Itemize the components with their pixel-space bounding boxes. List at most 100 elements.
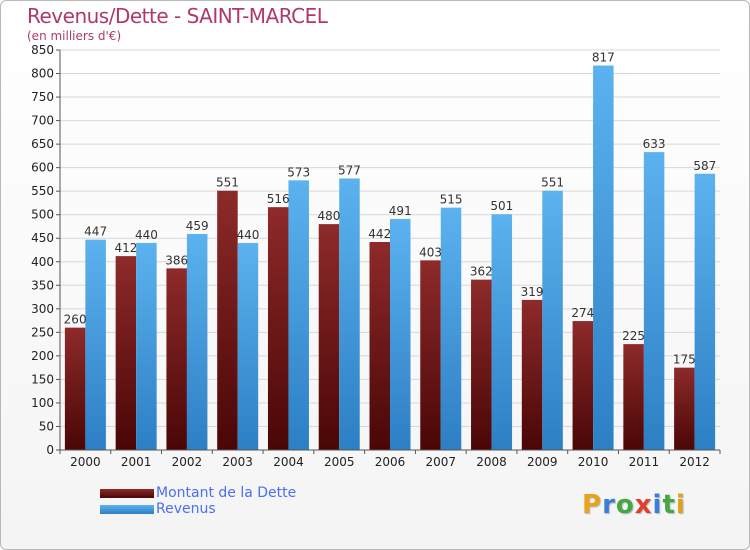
chart-title: Revenus/Dette - SAINT-MARCEL [27, 4, 328, 28]
y-tick-label: 200 [31, 349, 54, 363]
x-tick-label: 2003 [222, 455, 253, 469]
legend-swatch-revenus [100, 505, 154, 514]
value-label-dette: 274 [571, 306, 594, 320]
value-label-revenus: 491 [389, 204, 412, 218]
bar-revenus [136, 242, 157, 450]
value-label-revenus: 440 [135, 228, 158, 242]
y-tick-label: 150 [31, 372, 54, 386]
x-tick-label: 2005 [324, 455, 355, 469]
bar-dette [318, 224, 340, 450]
x-tick-label: 2001 [121, 455, 152, 469]
y-tick-label: 500 [31, 208, 54, 222]
y-tick-label: 400 [31, 255, 54, 269]
y-tick-label: 650 [31, 137, 54, 151]
x-tick-label: 2004 [273, 455, 304, 469]
bar-dette [369, 242, 390, 450]
y-tick-label: 550 [31, 184, 54, 198]
x-tick-label: 2009 [527, 455, 558, 469]
value-label-dette: 362 [470, 265, 493, 279]
bar-revenus [288, 180, 309, 450]
x-tick-label: 2008 [476, 455, 507, 469]
value-label-dette: 386 [165, 253, 188, 267]
value-label-dette: 260 [64, 313, 87, 327]
value-label-revenus: 551 [541, 176, 564, 190]
bar-revenus [85, 239, 106, 450]
value-label-revenus: 577 [338, 163, 361, 177]
value-label-dette: 480 [318, 209, 341, 223]
bar-dette [420, 260, 441, 450]
value-label-revenus: 440 [236, 228, 259, 242]
value-label-revenus: 501 [490, 199, 513, 213]
y-tick-label: 50 [39, 419, 54, 433]
bar-dette [674, 367, 695, 450]
bar-revenus [643, 152, 665, 450]
logo-letter: i [675, 490, 686, 520]
bar-dette [64, 327, 86, 450]
logo-letter: P [582, 490, 603, 520]
chart-subtitle: (en milliers d'€) [27, 29, 122, 43]
y-tick-label: 350 [31, 278, 54, 292]
x-tick-label: 2010 [578, 455, 609, 469]
proxiti-logo: Proxiti [582, 490, 686, 520]
bar-dette [217, 190, 238, 451]
bar-revenus [491, 214, 513, 450]
value-label-revenus: 573 [287, 165, 310, 179]
bar-dette [166, 268, 187, 450]
bar-revenus [339, 178, 360, 450]
value-label-revenus: 515 [440, 193, 463, 207]
bar-revenus [237, 242, 259, 450]
bar-dette [267, 207, 289, 450]
bar-dette [471, 279, 492, 450]
bar-dette [115, 256, 137, 450]
logo-letter: t [662, 490, 676, 520]
y-tick-label: 750 [31, 90, 54, 104]
bar-dette [521, 299, 543, 450]
x-tick-label: 2011 [629, 455, 660, 469]
logo-letter: i [652, 490, 663, 520]
value-label-dette: 403 [419, 245, 442, 259]
legend-swatch-debt [100, 489, 154, 498]
x-axis: 2000 2001 2002 2003 2004 2005 2006 2007 2008 2009… [59, 449, 721, 469]
x-tick-label: 2000 [70, 455, 101, 469]
legend-label-debt: Montant de la Dette [156, 485, 297, 501]
value-label-revenus: 587 [693, 159, 716, 173]
y-tick-label: 800 [31, 67, 54, 81]
value-label-dette: 175 [673, 353, 696, 367]
value-label-dette: 551 [216, 176, 239, 190]
logo-letter: x [634, 490, 653, 520]
legend-label-revenus: Revenus [156, 501, 216, 517]
y-tick-label: 250 [31, 325, 54, 339]
value-label-dette: 319 [521, 285, 544, 299]
value-label-revenus: 633 [643, 137, 666, 151]
x-tick-label: 2007 [425, 455, 456, 469]
value-label-dette: 516 [267, 192, 290, 206]
logo-letter: o [615, 490, 635, 520]
value-label-dette: 442 [368, 227, 391, 241]
x-tick-label: 2002 [172, 455, 203, 469]
bar-dette [623, 344, 644, 450]
value-label-revenus: 459 [186, 219, 209, 233]
value-label-dette: 412 [114, 241, 137, 255]
bar-revenus [542, 190, 563, 451]
bar-revenus [593, 65, 614, 450]
bar-dette [572, 321, 594, 450]
value-labels: 2604474124403864595514405165734805774424… [64, 51, 717, 367]
logo-letter: r [602, 490, 616, 520]
bar-revenus [186, 234, 208, 450]
value-label-dette: 225 [622, 329, 645, 343]
bars [64, 65, 716, 451]
y-tick-label: 100 [31, 396, 54, 410]
x-tick-label: 2006 [375, 455, 406, 469]
value-label-revenus: 447 [84, 225, 107, 239]
value-label-revenus: 817 [592, 51, 615, 65]
y-tick-label: 0 [46, 443, 54, 457]
y-axis: 0 50 100 150 200 250 300 350 400 450 500 550 600 650 7… [31, 43, 61, 457]
y-tick-label: 450 [31, 231, 54, 245]
bar-revenus [390, 218, 411, 450]
x-tick-label: 2012 [679, 455, 710, 469]
y-tick-label: 300 [31, 302, 54, 316]
y-tick-label: 600 [31, 161, 54, 175]
bar-revenus [694, 173, 716, 450]
y-tick-label: 850 [31, 43, 54, 57]
